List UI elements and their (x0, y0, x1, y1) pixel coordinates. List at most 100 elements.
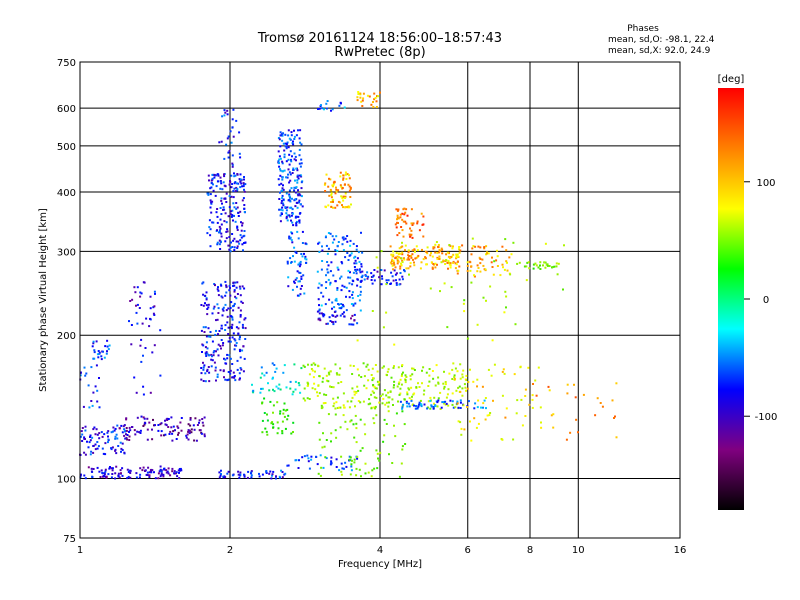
data-point (220, 324, 223, 327)
data-point (300, 187, 303, 190)
data-point (535, 394, 538, 397)
data-point (231, 316, 234, 319)
data-point (373, 422, 376, 425)
data-point (423, 403, 426, 406)
data-point (271, 377, 274, 380)
data-point (341, 312, 344, 315)
data-point (285, 217, 288, 220)
data-point (397, 366, 400, 369)
data-point (207, 193, 210, 196)
data-point (349, 186, 352, 189)
data-point (205, 297, 208, 300)
data-point (505, 249, 508, 252)
data-point (454, 406, 457, 409)
data-point (318, 308, 321, 311)
data-point (90, 450, 93, 453)
data-point (224, 362, 227, 365)
data-point (215, 379, 217, 382)
data-point (239, 315, 242, 318)
data-point (236, 229, 239, 231)
scatter-points (79, 91, 618, 480)
data-point (241, 222, 244, 225)
data-point (202, 424, 205, 427)
data-point (476, 385, 478, 388)
data-point (300, 181, 303, 184)
data-point (448, 257, 451, 260)
data-point (615, 436, 618, 439)
data-point (421, 223, 424, 226)
data-point (279, 131, 282, 134)
data-point (261, 387, 264, 390)
data-point (292, 390, 295, 393)
data-point (392, 366, 395, 369)
data-point (165, 469, 168, 472)
data-point (473, 417, 476, 420)
data-point (436, 251, 439, 254)
data-point (271, 473, 274, 476)
data-point (139, 295, 142, 298)
data-point (323, 183, 326, 186)
data-point (394, 435, 397, 438)
data-point (125, 429, 128, 432)
data-point (266, 419, 269, 422)
data-point (231, 126, 234, 129)
data-point (139, 429, 142, 432)
data-point (431, 255, 434, 258)
data-point (117, 474, 120, 477)
data-point (208, 226, 211, 229)
data-point (448, 244, 451, 246)
data-point (359, 96, 362, 99)
data-point (134, 433, 137, 436)
data-point (209, 234, 212, 237)
data-point (220, 182, 223, 185)
data-point (334, 429, 337, 432)
data-point (359, 280, 362, 283)
data-point (461, 376, 464, 379)
data-point (394, 223, 397, 226)
data-point (371, 367, 374, 370)
data-point (240, 182, 243, 185)
data-point (210, 202, 213, 205)
data-point (330, 189, 333, 192)
data-point (385, 401, 388, 404)
grid-lines (80, 62, 680, 538)
data-point (325, 102, 328, 105)
data-point (114, 437, 117, 440)
data-point (476, 270, 479, 273)
data-point (153, 305, 156, 308)
data-point (402, 235, 405, 238)
data-point (482, 402, 485, 405)
data-point (429, 287, 432, 290)
data-point (98, 470, 101, 473)
data-point (164, 423, 167, 426)
data-point (165, 418, 168, 421)
data-point (466, 337, 469, 340)
data-point (387, 405, 390, 408)
data-point (298, 148, 301, 151)
data-point (296, 169, 299, 172)
data-point (316, 310, 319, 313)
data-point (323, 445, 326, 448)
data-point (84, 438, 86, 440)
data-point (146, 417, 149, 420)
data-point (239, 210, 242, 213)
data-point (107, 435, 109, 438)
data-point (381, 275, 383, 278)
data-point (294, 250, 297, 253)
data-point (371, 282, 374, 285)
data-point (470, 253, 473, 256)
x-tick-label: 1 (77, 545, 83, 556)
data-point (392, 386, 395, 389)
data-point (413, 261, 415, 264)
data-point (436, 405, 439, 408)
data-point (351, 459, 353, 462)
data-point (130, 343, 133, 346)
data-point (89, 439, 92, 442)
data-point (238, 131, 241, 134)
data-point (359, 401, 362, 404)
data-point (224, 212, 227, 215)
data-point (128, 430, 130, 433)
data-point (232, 239, 235, 242)
data-point (411, 395, 413, 398)
data-point (376, 270, 379, 273)
